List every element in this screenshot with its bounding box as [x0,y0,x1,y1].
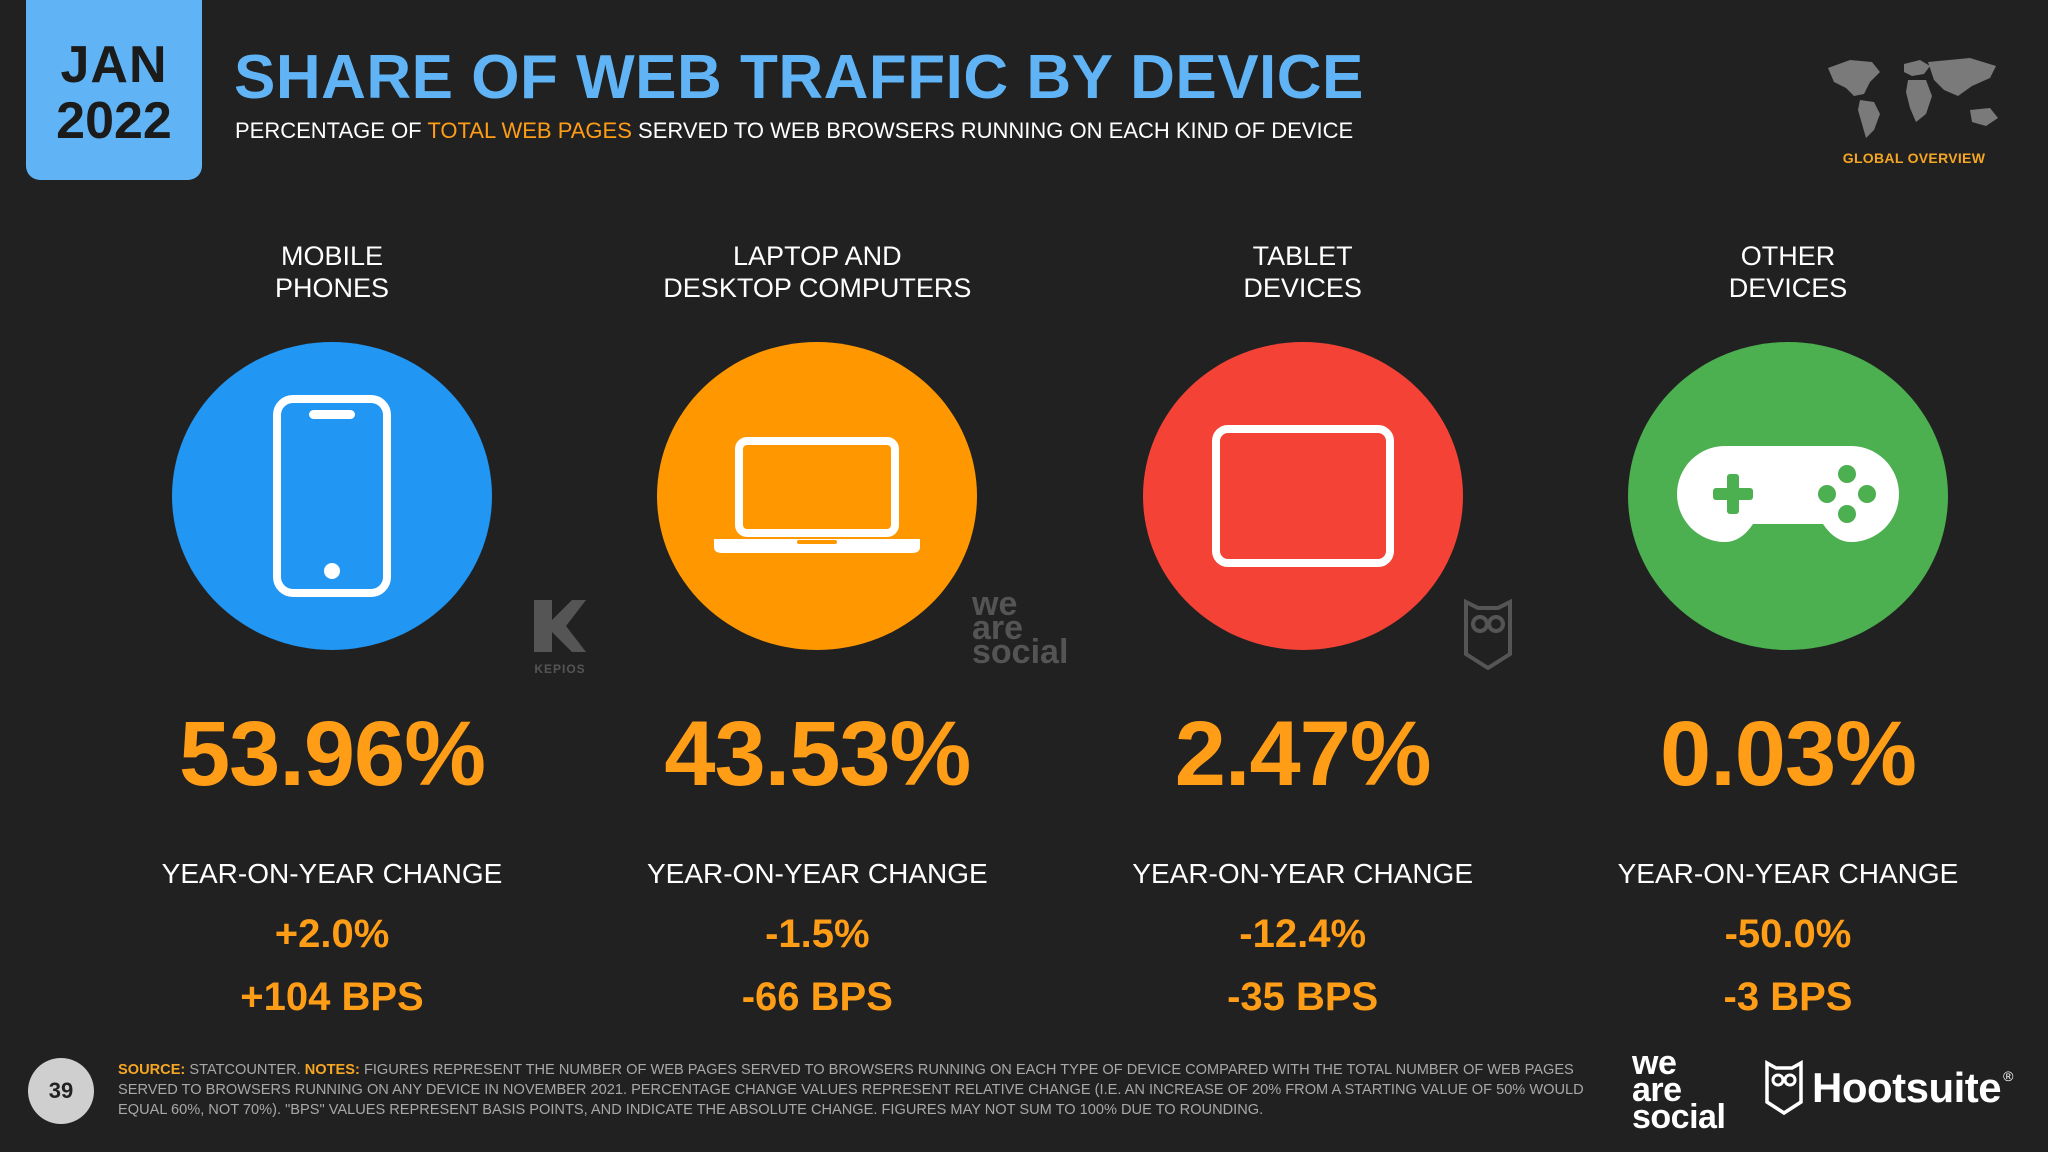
logo-line: we [1632,1044,1677,1082]
laptop-icon [714,437,921,553]
logo-line: social [1632,1098,1726,1136]
date-year: 2022 [56,92,172,150]
device-circle [172,342,492,650]
device-label: LAPTOP AND DESKTOP COMPUTERS [663,241,972,303]
we-are-social-logo: we are social [1632,1044,1726,1136]
notes-label: NOTES: [304,1062,360,1078]
subtitle-pre: PERCENTAGE OF [235,118,428,143]
yoy-percent-change: +2.0% [274,912,390,956]
yoy-label: YEAR-ON-YEAR CHANGE [1132,858,1474,889]
kepios-watermark-text: KEPIOS [534,662,586,676]
hootsuite-owl-icon [1765,1060,1803,1116]
page-subtitle: PERCENTAGE OF TOTAL WEB PAGES SERVED TO … [235,118,1353,144]
yoy-label: YEAR-ON-YEAR CHANGE [161,858,503,889]
device-circle [1627,342,1948,650]
watermark-line: social [972,633,1069,671]
yoy-percent-change: -1.5% [765,912,870,956]
device-other: OTHER DEVICES 0.03% YEAR-ON-YEAR CHANGE … [1556,240,2020,1020]
date-month: JAN [60,36,168,94]
device-mobile: MOBILE PHONES 53.96% YEAR-ON-YEAR CHANGE… [100,240,564,1020]
we-are-social-watermark: we are social [972,585,1069,671]
yoy-bps-change: -35 BPS [1227,975,1379,1019]
device-label: OTHER DEVICES [1728,241,1848,303]
date-badge: JAN 2022 [26,0,202,180]
source-text: STATCOUNTER. [185,1062,305,1078]
tablet-icon [1211,425,1394,567]
hootsuite-owl-watermark [1462,598,1514,675]
page-title: SHARE OF WEB TRAFFIC BY DEVICE [234,43,1364,112]
hootsuite-logo: Hootsuite ® [1764,1060,2013,1116]
subtitle-highlight: TOTAL WEB PAGES [427,118,632,143]
owl-icon [1464,598,1512,671]
yoy-label: YEAR-ON-YEAR CHANGE [646,858,988,889]
share-value: 2.47% [1174,703,1432,805]
notes-text: FIGURES REPRESENT THE NUMBER OF WEB PAGE… [118,1062,1584,1118]
kepios-watermark: KEPIOS [532,598,588,676]
device-label: MOBILE PHONES [274,241,390,303]
device-label: TABLET DEVICES [1243,241,1362,303]
yoy-label: YEAR-ON-YEAR CHANGE [1617,858,1959,889]
yoy-bps-change: -66 BPS [741,975,893,1019]
yoy-percent-change: -50.0% [1724,912,1852,956]
yoy-percent-change: -12.4% [1239,912,1367,956]
share-value: 43.53% [664,703,971,805]
watermark-line: are [972,609,1024,647]
world-map-icon [1828,58,1998,138]
device-columns: MOBILE PHONES 53.96% YEAR-ON-YEAR CHANGE… [100,240,2020,1020]
device-circle [657,342,978,650]
kepios-logo-icon [534,600,586,652]
hootsuite-wordmark: Hootsuite [1812,1064,2002,1111]
yoy-bps-change: +104 BPS [240,975,424,1019]
footnote: SOURCE: STATCOUNTER. NOTES: FIGURES REPR… [118,1060,1598,1120]
yoy-bps-change: -3 BPS [1723,975,1853,1019]
registered-mark: ® [2003,1068,2014,1084]
smartphone-icon [273,395,391,597]
device-laptop: LAPTOP AND DESKTOP COMPUTERS 43.53% YEAR… [585,240,1049,1020]
subtitle-post: SERVED TO WEB BROWSERS RUNNING ON EACH K… [631,118,1354,143]
gamepad-icon [1676,446,1899,542]
logo-line: are [1632,1071,1682,1109]
device-tablet: TABLET DEVICES 2.47% YEAR-ON-YEAR CHANGE… [1071,240,1535,1020]
watermark-line: we [972,585,1018,623]
device-circle [1142,342,1463,650]
page-number: 39 [28,1058,94,1124]
share-value: 0.03% [1660,703,1917,805]
source-label: SOURCE: [118,1062,186,1078]
section-label: GLOBAL OVERVIEW [1842,150,1986,166]
share-value: 53.96% [178,703,486,805]
